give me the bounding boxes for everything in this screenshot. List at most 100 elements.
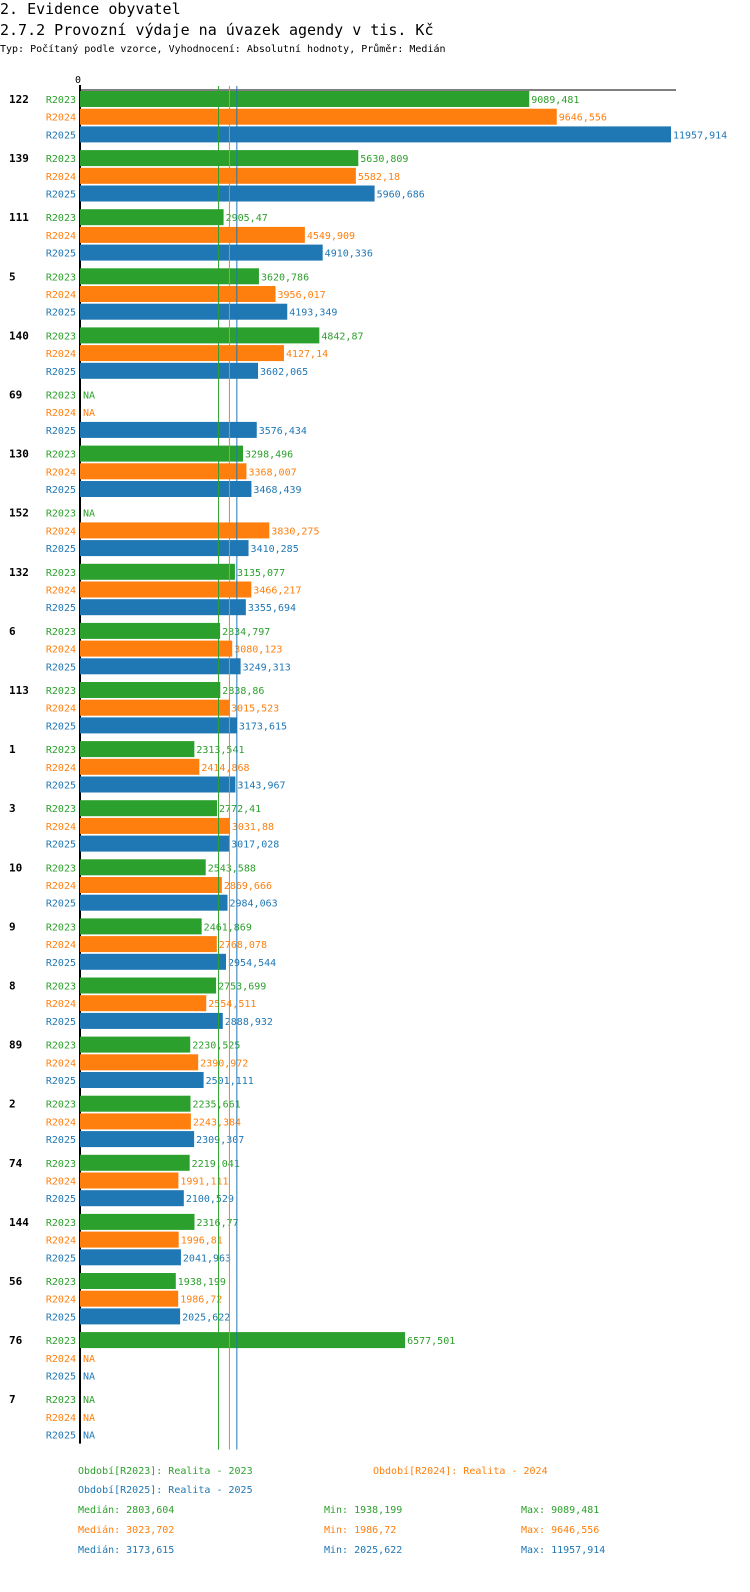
bar xyxy=(80,463,247,480)
na-label: NA xyxy=(83,391,95,402)
legend-max-r2023: Max: 9089,481 xyxy=(521,1505,600,1516)
na-label: NA xyxy=(83,1354,95,1365)
value-label: 2235,661 xyxy=(192,1100,240,1111)
bar xyxy=(80,835,230,852)
value-label: 2313,541 xyxy=(196,745,244,756)
value-label: 2834,797 xyxy=(222,627,270,638)
legend-max-r2024: Max: 9646,556 xyxy=(521,1525,600,1536)
value-label: 5582,18 xyxy=(358,172,400,183)
category-label: 122 xyxy=(9,93,29,106)
na-label: NA xyxy=(83,1413,95,1424)
value-label: 2230,525 xyxy=(192,1041,240,1052)
bar xyxy=(80,108,557,125)
value-label: 4127,14 xyxy=(286,349,328,360)
series-label: R2024 xyxy=(46,1117,76,1128)
bar xyxy=(80,1308,181,1325)
chart-title: 2.7.2 Provozní výdaje na úvazek agendy v… xyxy=(0,21,434,39)
category-label: 9 xyxy=(9,920,16,933)
value-label: 5630,809 xyxy=(360,154,408,165)
legend-period-r2023: Období[R2023]: Realita - 2023 xyxy=(78,1466,253,1477)
bar xyxy=(80,953,227,970)
category-label: 76 xyxy=(9,1334,23,1347)
series-label: R2024 xyxy=(46,526,76,537)
value-label: 4910,336 xyxy=(325,249,373,260)
series-label: R2023 xyxy=(46,745,76,756)
value-label: 3143,967 xyxy=(237,781,285,792)
category-label: 140 xyxy=(9,329,29,342)
series-label: R2025 xyxy=(46,1017,76,1028)
value-label: 3576,434 xyxy=(259,426,307,437)
value-label: 2838,86 xyxy=(222,686,264,697)
series-label: R2023 xyxy=(46,95,76,106)
bar xyxy=(80,1131,195,1148)
value-label: 2888,932 xyxy=(225,1017,273,1028)
bar xyxy=(80,599,246,616)
bar xyxy=(80,894,228,911)
page-title: 2. Evidence obyvatel xyxy=(0,0,181,18)
bar xyxy=(80,185,375,202)
series-label: R2024 xyxy=(46,1177,76,1188)
value-label: 6577,501 xyxy=(407,1336,455,1347)
value-label: 2100,529 xyxy=(186,1194,234,1205)
series-label: R2024 xyxy=(46,940,76,951)
bar xyxy=(80,1095,191,1112)
value-label: 9646,556 xyxy=(559,113,607,124)
value-label: 3620,786 xyxy=(261,272,309,283)
value-label: 3135,077 xyxy=(237,568,285,579)
series-label: R2023 xyxy=(46,804,76,815)
value-label: 3249,313 xyxy=(243,662,291,673)
bar-chart: 0 122 R2023 9089,481 R2024 9646,556 R2025 11957… xyxy=(9,75,727,1450)
value-label: 11957,914 xyxy=(673,130,727,141)
value-label: 4549,909 xyxy=(307,231,355,242)
x-axis-zero-tick-label: 0 xyxy=(75,75,81,86)
series-label: R2023 xyxy=(46,1277,76,1288)
bar xyxy=(80,800,218,817)
value-label: 4193,349 xyxy=(289,308,337,319)
series-label: R2024 xyxy=(46,704,76,715)
value-label: 4842,87 xyxy=(321,331,363,342)
category-label: 113 xyxy=(9,684,29,697)
value-label: 2025,622 xyxy=(182,1312,230,1323)
value-label: 2554,511 xyxy=(208,999,256,1010)
category-label: 111 xyxy=(9,211,29,224)
series-label: R2023 xyxy=(46,1218,76,1229)
value-label: 3298,496 xyxy=(245,450,293,461)
legend-period-r2024: Období[R2024]: Realita - 2024 xyxy=(373,1466,548,1477)
bar xyxy=(80,658,241,675)
series-label: R2025 xyxy=(46,1312,76,1323)
series-label: R2024 xyxy=(46,408,76,419)
category-label: 6 xyxy=(9,625,16,638)
bar xyxy=(80,1012,223,1029)
series-label: R2024 xyxy=(46,231,76,242)
value-label: 2753,699 xyxy=(218,982,266,993)
bar xyxy=(80,126,671,143)
bar xyxy=(80,640,233,657)
category-label: 3 xyxy=(9,802,16,815)
bar xyxy=(80,167,356,184)
value-label: 3410,285 xyxy=(251,544,299,555)
value-label: 2390,972 xyxy=(200,1058,248,1069)
series-label: R2023 xyxy=(46,1159,76,1170)
value-label: 2869,666 xyxy=(224,881,272,892)
category-label: 8 xyxy=(9,980,16,993)
legend-min-r2025: Min: 2025,622 xyxy=(324,1545,403,1556)
bar xyxy=(80,345,284,362)
value-label: 2768,078 xyxy=(219,940,267,951)
series-label: R2024 xyxy=(46,881,76,892)
series-label: R2024 xyxy=(46,822,76,833)
series-label: R2025 xyxy=(46,721,76,732)
series-label: R2025 xyxy=(46,1253,76,1264)
bar xyxy=(80,286,276,302)
series-label: R2023 xyxy=(46,391,76,402)
category-label: 5 xyxy=(9,270,16,283)
value-label: 3017,028 xyxy=(231,840,279,851)
series-label: R2025 xyxy=(46,603,76,614)
na-label: NA xyxy=(83,1431,95,1442)
series-label: R2025 xyxy=(46,485,76,496)
na-label: NA xyxy=(83,1395,95,1406)
category-label: 2 xyxy=(9,1098,16,1111)
series-label: R2023 xyxy=(46,568,76,579)
bar xyxy=(80,1290,179,1307)
category-label: 89 xyxy=(9,1039,22,1052)
bar xyxy=(80,327,320,344)
